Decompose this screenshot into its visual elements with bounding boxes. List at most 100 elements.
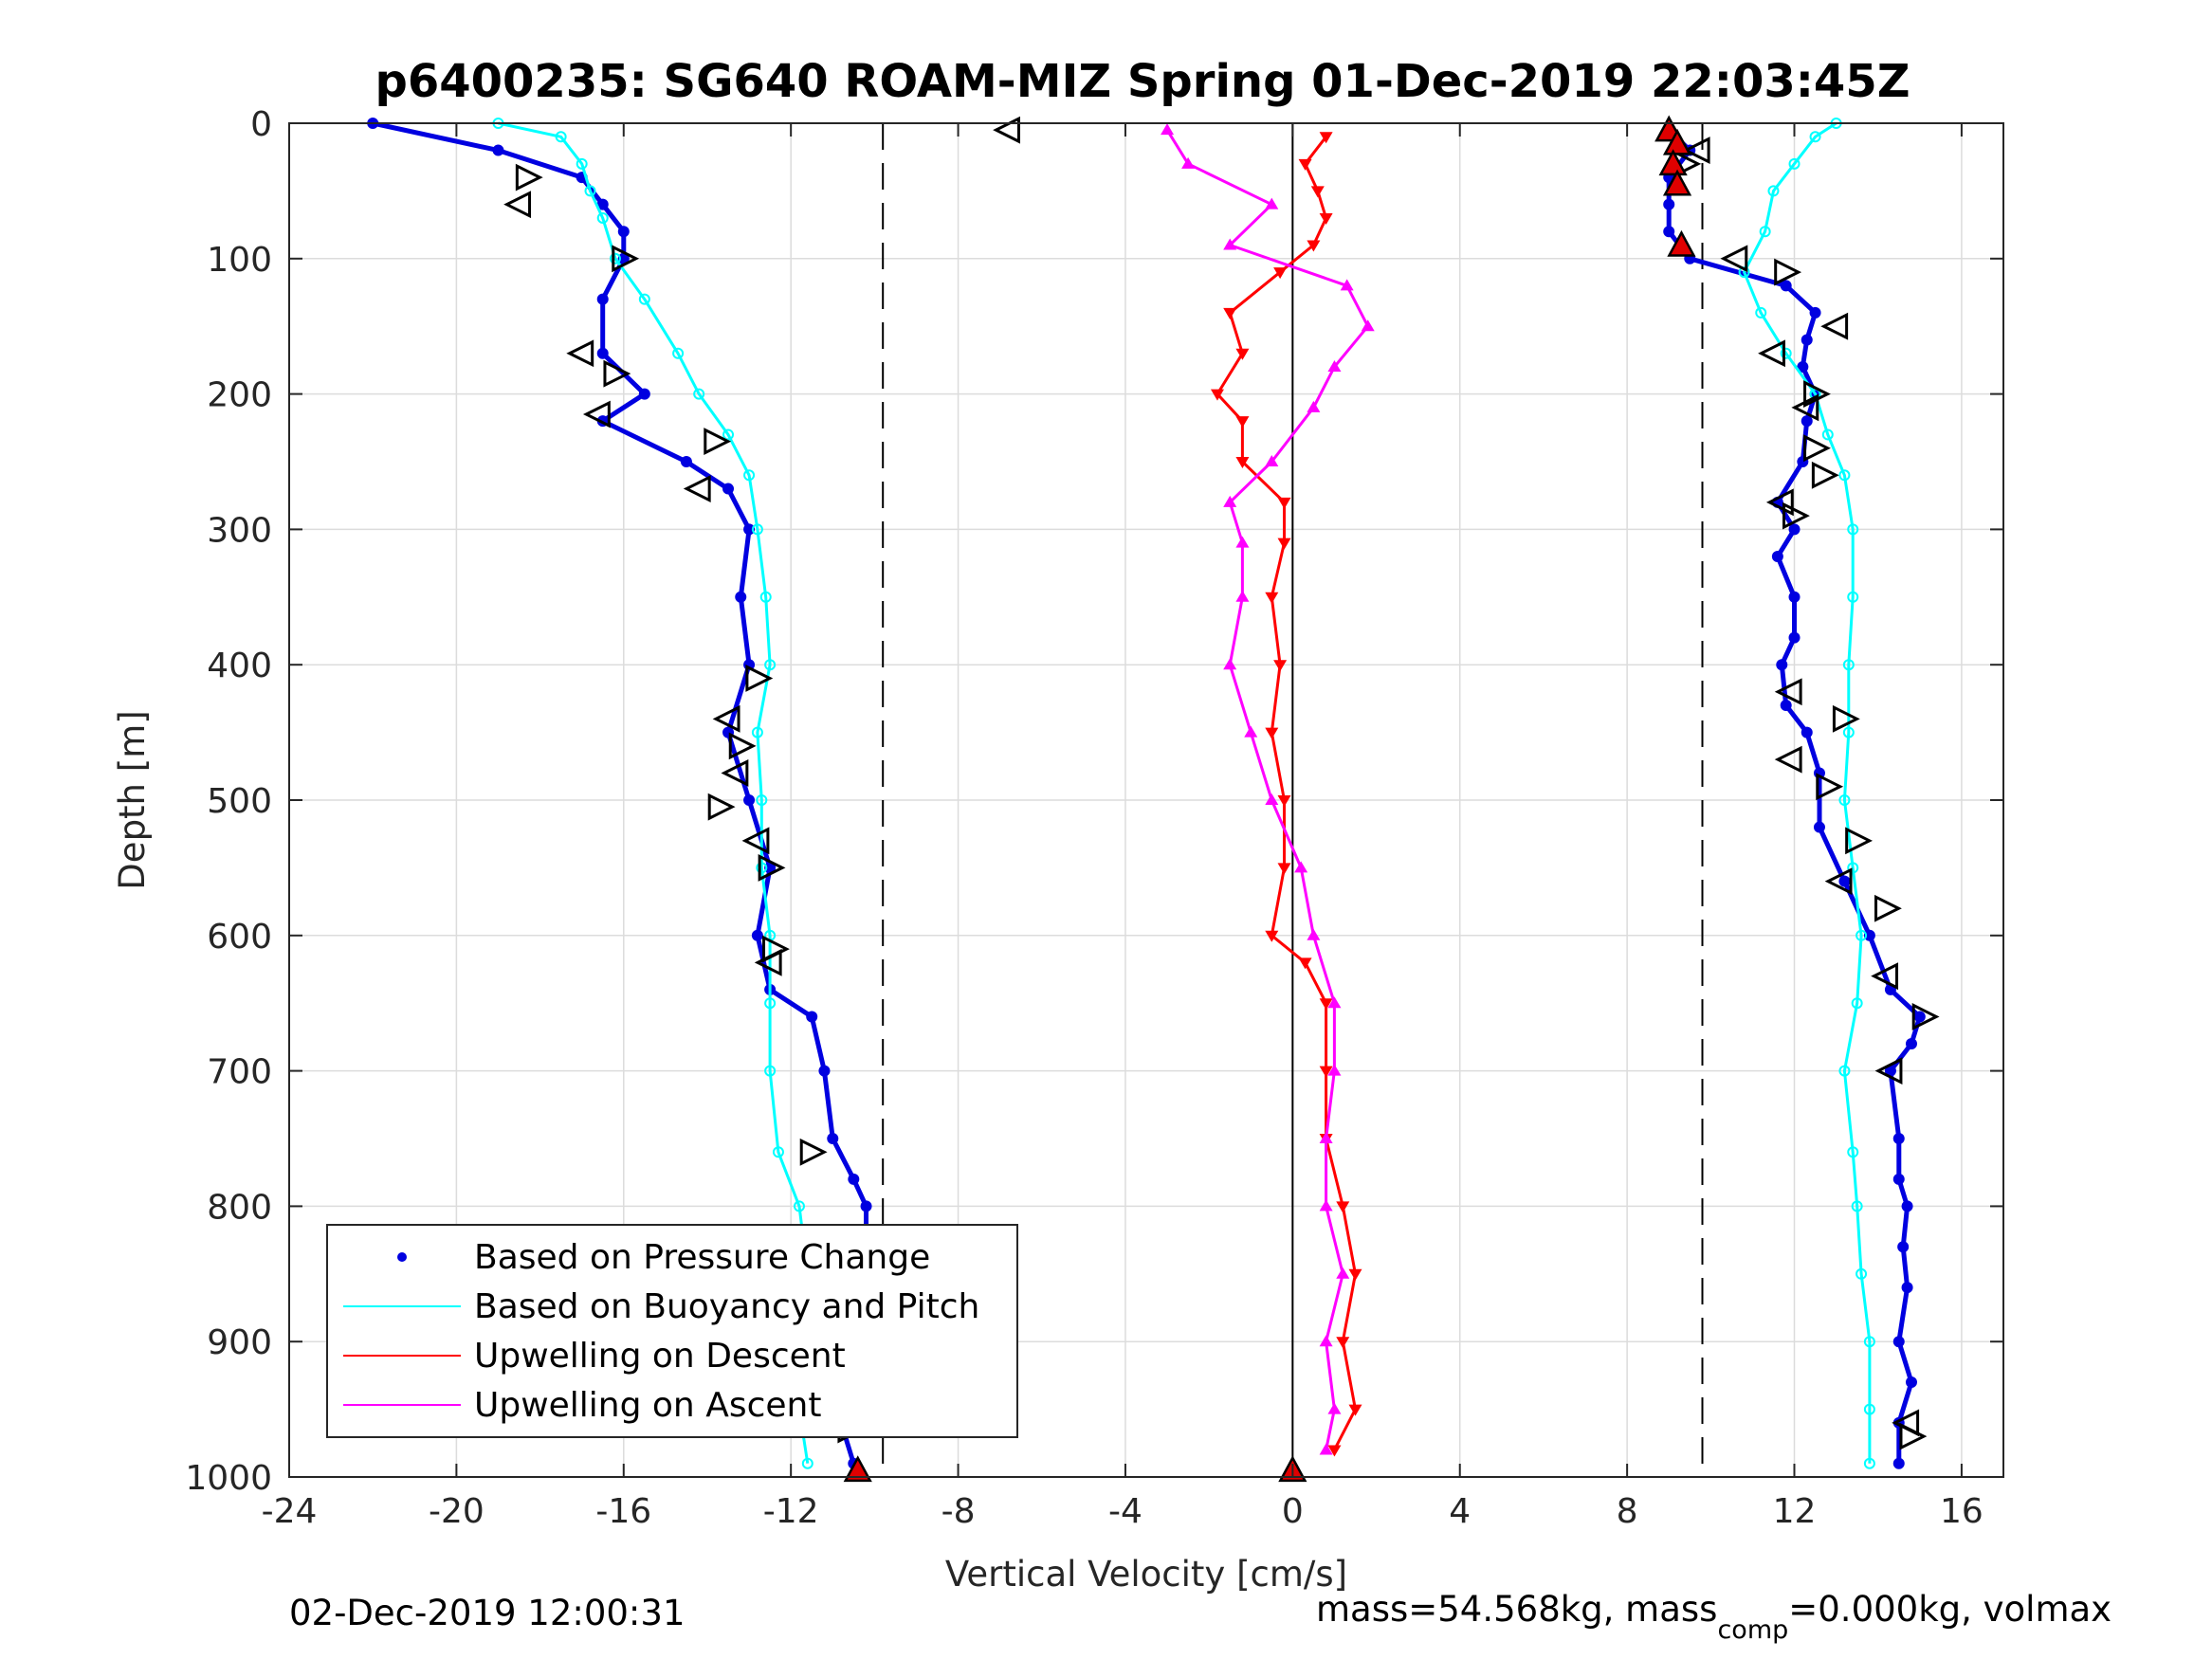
data-point [1181,156,1196,169]
y-tick-label: 0 [250,105,272,144]
data-point [1348,1404,1362,1416]
data-point [1327,996,1342,1009]
footer-mass-subscript: comp [1717,1615,1788,1645]
data-point [756,794,768,806]
turn-marker-right [799,1138,828,1166]
series-line-upwelling_descent [1216,136,1357,1451]
turn-marker-left [712,704,740,733]
turn-marker-right [1874,894,1902,922]
turn-marker-right [612,245,640,273]
data-point [743,469,756,482]
turn-marker-left [1774,745,1802,774]
apogee-marker [1667,229,1696,257]
data-point [1319,1335,1333,1347]
x-tick-label: 4 [1449,1492,1471,1531]
data-point [1336,1201,1350,1213]
turn-marker-right [728,732,757,760]
data-point [1327,360,1342,373]
turn-marker-right [515,163,543,191]
x-axis-label: Vertical Velocity [cm/s] [945,1554,1347,1595]
legend-pressure-label: Based on Pressure Change [474,1238,930,1277]
data-point [1847,862,1859,874]
turn-marker-right [1774,258,1802,286]
data-point [1223,307,1237,319]
data-point [801,1457,814,1469]
data-point [1809,131,1821,143]
data-point [751,523,763,536]
data-point [1235,590,1250,602]
data-point [638,293,650,305]
footer-mass-part1: mass=54.568kg, mass [1316,1589,1717,1630]
data-point [1838,1065,1851,1077]
data-point [1319,1132,1333,1143]
data-point [584,185,596,197]
turn-marker-left [1758,339,1785,368]
turn-marker-right [1803,380,1831,409]
apogee-marker [843,1455,872,1483]
data-point [1319,212,1333,225]
data-point [1327,1445,1342,1457]
data-point [1856,1267,1868,1280]
data-point [1223,238,1237,250]
data-point [764,997,777,1010]
data-point [759,591,772,603]
series-upwelling_descent [1210,132,1362,1457]
data-point [1901,1282,1913,1294]
y-tick-label: 200 [207,376,272,415]
data-point [680,456,692,467]
footer-timestamp: 02-Dec-2019 12:00:31 [289,1593,685,1633]
data-point [1788,157,1801,170]
y-tick-label: 600 [207,918,272,957]
data-point [1863,1403,1875,1415]
y-tick-label: 300 [207,511,272,550]
data-point [1277,795,1291,807]
data-point [1265,592,1279,604]
data-point [609,252,621,264]
turn-marker-right [704,428,732,456]
data-point [638,388,650,400]
data-point [1851,997,1863,1010]
data-point [827,1133,839,1144]
data-point [1851,1200,1863,1212]
data-point [1336,1267,1350,1279]
data-point [1307,928,1321,940]
x-tick-label: -16 [595,1492,651,1531]
data-point [1235,348,1250,360]
series-line-buoyancy_descent [498,121,810,1464]
series-line-buoyancy_ascent [1743,121,1872,1464]
data-point [1863,929,1875,941]
data-point [860,1200,872,1212]
data-point [1788,631,1801,644]
data-point [1273,660,1288,672]
data-point [596,198,609,210]
data-point [735,591,747,603]
data-point [1801,415,1813,428]
turn-marker-left [683,475,711,502]
data-point [1340,279,1354,291]
turn-marker-left [1874,1057,1903,1085]
x-tick-label: 0 [1282,1492,1304,1531]
data-point [1277,497,1291,509]
data-point [1863,1457,1875,1469]
data-point [1663,226,1675,238]
turn-marker-right [1816,773,1844,801]
data-point [596,211,609,224]
turn-marker-right [1845,827,1874,855]
data-point [1223,495,1237,507]
turn-marker-right [745,665,774,692]
data-point [1892,1336,1905,1348]
data-point [1801,726,1813,738]
data-point [1265,727,1279,739]
data-point [1838,794,1851,806]
data-point [1294,861,1308,873]
x-tick-label: -20 [429,1492,484,1531]
turn-marker-right [1899,1422,1928,1450]
data-point [1821,428,1834,441]
turn-marker-right [1803,434,1831,463]
data-point [764,862,777,874]
data-point [1307,400,1321,412]
data-point [576,157,588,170]
data-point [756,862,768,874]
turn-marker-right [1782,501,1810,530]
data-point [793,1200,805,1212]
